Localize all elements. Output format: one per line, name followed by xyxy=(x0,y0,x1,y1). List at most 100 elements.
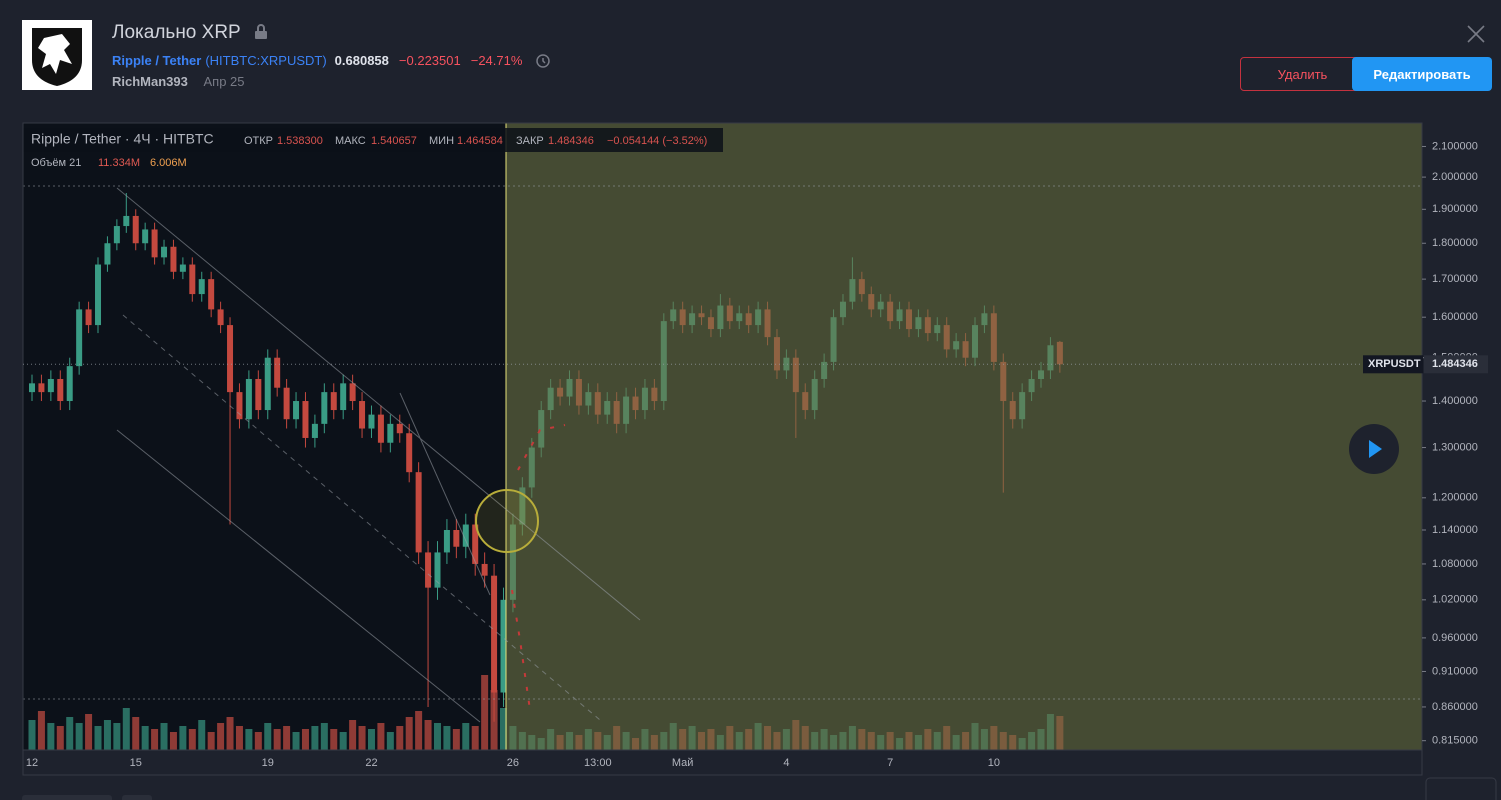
symbol-name[interactable]: Ripple / Tether xyxy=(112,52,202,68)
candle-body xyxy=(472,524,479,564)
candle-body xyxy=(321,392,328,424)
volume-bar xyxy=(367,729,375,750)
x-tick-label: 15 xyxy=(130,757,142,769)
volume-bar xyxy=(471,726,479,750)
y-tick-label: 1.800000 xyxy=(1432,237,1478,249)
candle-body xyxy=(123,215,130,227)
volume-bar xyxy=(273,729,281,750)
volume-bar xyxy=(198,720,206,750)
candle-body xyxy=(95,264,102,326)
legend-title: Ripple / Tether · 4Ч · HITBTC xyxy=(31,131,214,147)
lock-shackle xyxy=(257,24,265,31)
edit-button[interactable]: Редактировать xyxy=(1352,57,1492,91)
volume-bar xyxy=(349,720,357,750)
toolbar-button[interactable] xyxy=(1425,777,1497,800)
x-tick-label: 7 xyxy=(887,757,893,769)
symbol-code[interactable]: (HITBTC:XRPUSDT) xyxy=(205,52,327,68)
trend-line xyxy=(116,187,641,621)
lock-body xyxy=(255,31,267,39)
alert-icon[interactable] xyxy=(534,51,552,69)
candle-body xyxy=(179,264,186,272)
author[interactable]: RichMan393 xyxy=(112,74,188,89)
candle-body xyxy=(491,575,498,693)
y-tick-label: 0.860000 xyxy=(1432,701,1478,713)
y-tick-label: 1.400000 xyxy=(1432,395,1478,407)
volume-bar xyxy=(358,726,366,750)
y-tick-label: 1.300000 xyxy=(1432,441,1478,453)
y-tick-label: 1.020000 xyxy=(1432,594,1478,606)
x-tick-label: 12 xyxy=(26,757,38,769)
volume-bar xyxy=(235,726,243,750)
candle-body xyxy=(481,563,488,576)
volume-bar xyxy=(283,726,291,750)
avatar xyxy=(22,20,92,90)
arrow-path xyxy=(517,424,566,471)
volume-bar xyxy=(217,723,225,750)
price: 0.680858 xyxy=(334,52,389,68)
tab[interactable] xyxy=(122,795,152,800)
volume-bar xyxy=(330,729,338,750)
legend-label: ОТКР xyxy=(244,135,273,147)
trend-line xyxy=(122,314,601,721)
volume-bar xyxy=(151,729,159,750)
volume-bar xyxy=(386,732,394,750)
candle-body xyxy=(415,472,422,553)
legend-label: МИН xyxy=(429,135,454,147)
avatar-image xyxy=(32,28,82,86)
x-tick-label: 4 xyxy=(783,757,789,769)
candle-body xyxy=(283,387,290,420)
legend-background xyxy=(23,128,723,152)
y-tick-label: 1.140000 xyxy=(1432,524,1478,536)
volume-bar xyxy=(433,723,441,750)
volume-bar xyxy=(132,717,140,750)
legend-label: МАКС xyxy=(335,135,366,147)
x-tick-label: 22 xyxy=(365,757,377,769)
candle-body xyxy=(151,229,158,258)
lion xyxy=(38,34,72,74)
close-button[interactable] xyxy=(1466,24,1486,44)
play-icon xyxy=(1369,440,1382,458)
idea-title: Локально XRP xyxy=(112,22,241,43)
volume-bar xyxy=(122,708,130,750)
trend-line xyxy=(399,392,491,596)
candle-body xyxy=(311,423,318,438)
clock xyxy=(536,54,551,68)
volume-value: 11.334M xyxy=(98,157,140,169)
lock-icon xyxy=(255,24,267,39)
candle-body xyxy=(47,378,54,393)
y-tick-label: 1.600000 xyxy=(1432,311,1478,323)
y-tick-label: 0.815000 xyxy=(1432,735,1478,747)
candle-body xyxy=(245,378,252,420)
y-tick-label: 1.700000 xyxy=(1432,273,1478,285)
volume-bar xyxy=(377,723,385,750)
volume-bar xyxy=(500,708,507,750)
symbol-row: Ripple / Tether (HITBTC:XRPUSDT) 0.68085… xyxy=(112,51,552,69)
legend-change: −0.054144 (−3.52%) xyxy=(607,135,707,147)
candle-body xyxy=(349,383,356,402)
chart-frame xyxy=(22,122,1423,776)
candle-body xyxy=(302,401,309,438)
tab[interactable] xyxy=(22,795,112,800)
candle-body xyxy=(57,378,64,402)
candle-body xyxy=(255,378,262,411)
x-tick-label: 26 xyxy=(507,757,519,769)
y-tick-label: 1.080000 xyxy=(1432,558,1478,570)
price-label: 1.484346 xyxy=(1432,358,1478,370)
legend-value: 1.484346 xyxy=(548,135,594,147)
volume-bar xyxy=(103,720,111,750)
candle-body xyxy=(161,246,168,258)
annotations xyxy=(23,185,1422,723)
candle-body xyxy=(274,357,281,388)
volume-bar xyxy=(179,726,187,750)
price-label-box xyxy=(1424,355,1488,374)
delete-button[interactable]: Удалить xyxy=(1240,57,1365,91)
candle-body xyxy=(38,383,45,393)
candle-body xyxy=(85,309,92,326)
projection-area xyxy=(506,123,1422,750)
volume-label: Объём 21 xyxy=(31,157,81,169)
candle-body xyxy=(198,279,205,295)
volume-bar xyxy=(226,717,234,750)
y-tick-label: 2.100000 xyxy=(1432,140,1478,152)
volume-bar xyxy=(254,732,262,750)
